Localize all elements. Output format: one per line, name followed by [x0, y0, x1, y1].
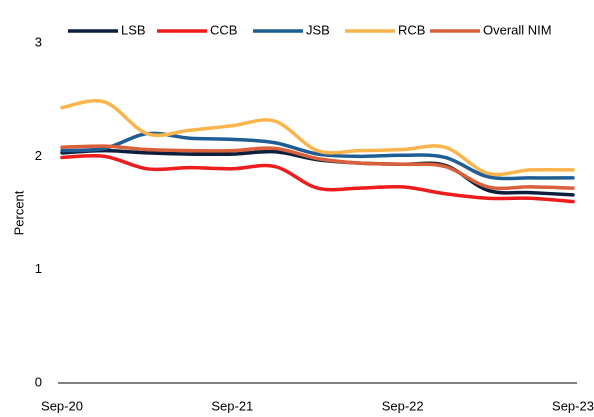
y-tick-label: 1: [35, 261, 42, 276]
x-tick-label: Sep-21: [211, 398, 253, 413]
x-tick-label: Sep-20: [41, 398, 83, 413]
y-tick-label: 3: [35, 34, 42, 49]
legend-label: CCB: [210, 22, 237, 37]
y-tick-label: 2: [35, 148, 42, 163]
x-tick-label: Sep-22: [382, 398, 424, 413]
legend-label: Overall NIM: [483, 22, 552, 37]
legend-label: JSB: [306, 22, 330, 37]
series-line: [60, 144, 575, 191]
series-line: [60, 153, 575, 204]
series-line: [60, 131, 575, 181]
y-tick-label: 0: [35, 374, 42, 389]
legend-label: RCB: [398, 22, 425, 37]
legend-label: LSB: [121, 22, 146, 37]
series-line: [60, 99, 575, 177]
y-axis-label: Percent: [11, 190, 26, 235]
x-tick-label: Sep-23: [552, 398, 594, 413]
